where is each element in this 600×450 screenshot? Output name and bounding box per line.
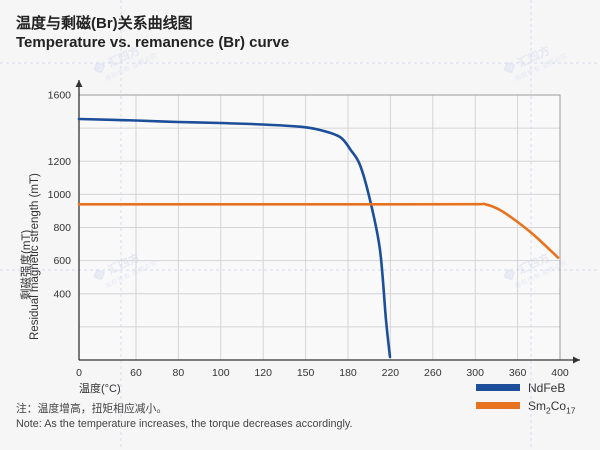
svg-text:100: 100 xyxy=(212,367,230,379)
svg-text:0: 0 xyxy=(76,367,82,379)
svg-text:1000: 1000 xyxy=(48,189,72,201)
svg-text:600: 600 xyxy=(53,255,71,267)
svg-text:80: 80 xyxy=(173,367,185,379)
svg-text:温度(°C): 温度(°C) xyxy=(79,381,121,395)
svg-text:180: 180 xyxy=(339,367,357,379)
svg-text:400: 400 xyxy=(551,367,569,379)
svg-text:300: 300 xyxy=(466,367,484,379)
svg-text:1200: 1200 xyxy=(48,156,72,168)
svg-text:220: 220 xyxy=(382,367,400,379)
svg-text:1600: 1600 xyxy=(48,90,72,102)
svg-text:800: 800 xyxy=(53,222,71,234)
svg-text:400: 400 xyxy=(53,288,71,300)
svg-text:260: 260 xyxy=(424,367,442,379)
svg-text:60: 60 xyxy=(130,367,142,379)
svg-text:120: 120 xyxy=(254,367,272,379)
svg-text:150: 150 xyxy=(297,367,315,379)
svg-text:360: 360 xyxy=(509,367,527,379)
